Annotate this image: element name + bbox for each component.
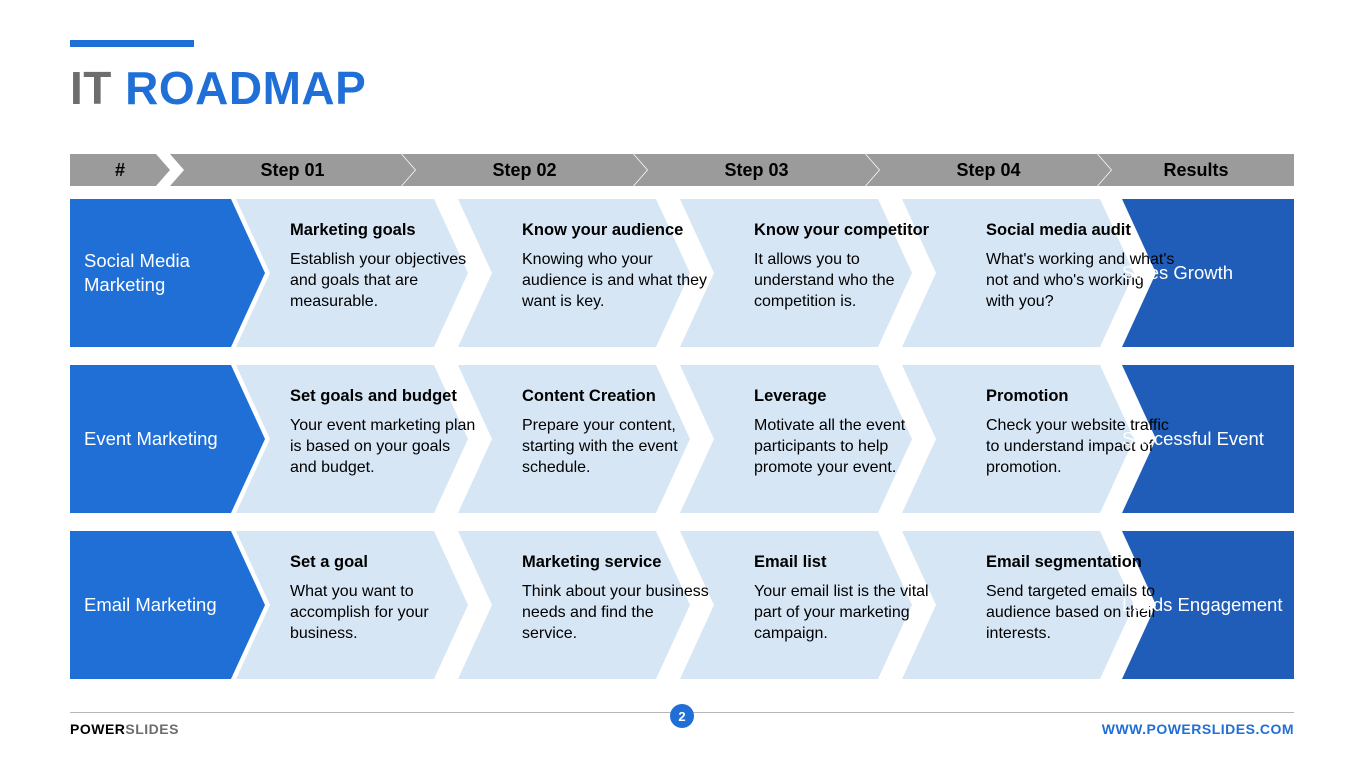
roadmap-row: Email Marketing Set a goal What you want … — [70, 531, 1294, 679]
roadmap-row: Social Media Marketing Marketing goals Es… — [70, 199, 1294, 347]
title-accent-bar — [70, 40, 194, 47]
header-step-2-label: Step 02 — [402, 154, 647, 186]
cell-title: Marketing goals — [290, 221, 480, 240]
cell-title: Content Creation — [522, 387, 712, 406]
footer-brand-2: SLIDES — [125, 721, 179, 737]
page-number-badge: 2 — [670, 704, 694, 728]
header-step-3-label: Step 03 — [634, 154, 879, 186]
title-part-1: IT — [70, 62, 125, 114]
cell-title: Set a goal — [290, 553, 480, 572]
cell-desc: Your event marketing plan is based on yo… — [290, 415, 480, 478]
cell-desc: Prepare your content, starting with the … — [522, 415, 712, 478]
row-cell: Leverage Motivate all the event particip… — [754, 365, 944, 513]
cell-title: Marketing service — [522, 553, 712, 572]
footer-brand: POWERSLIDES — [70, 721, 179, 737]
row-cell: Email list Your email list is the vital … — [754, 531, 944, 679]
header-step-1: Step 01 — [170, 154, 415, 186]
header-step-2: Step 02 — [402, 154, 647, 186]
footer-url: WWW.POWERSLIDES.COM — [1102, 721, 1294, 737]
title-part-2: ROADMAP — [125, 62, 366, 114]
row-result: Leads Engagement — [1122, 531, 1294, 679]
cell-desc: Your email list is the vital part of you… — [754, 581, 944, 644]
slide-title: IT ROADMAP — [70, 61, 366, 115]
page-number: 2 — [678, 709, 685, 724]
header-hash: # — [70, 154, 170, 186]
cell-desc: Think about your business needs and find… — [522, 581, 712, 644]
cell-desc: It allows you to understand who the comp… — [754, 249, 944, 312]
row-cell: Content Creation Prepare your content, s… — [522, 365, 712, 513]
slide: IT ROADMAP # Step 01 Step 02 Step 03 Ste… — [7, 7, 1357, 760]
cell-title: Know your audience — [522, 221, 712, 240]
row-cell: Marketing goals Establish your objective… — [290, 199, 480, 347]
cell-title: Email list — [754, 553, 944, 572]
row-cell: Know your competitor It allows you to un… — [754, 199, 944, 347]
cell-title: Know your competitor — [754, 221, 944, 240]
footer-brand-1: POWER — [70, 721, 125, 737]
cell-title: Set goals and budget — [290, 387, 480, 406]
row-category: Email Marketing — [84, 531, 226, 679]
row-result: Sales Growth — [1122, 199, 1294, 347]
cell-desc: Motivate all the event participants to h… — [754, 415, 944, 478]
header-results-label: Results — [1098, 154, 1294, 186]
cell-desc: What you want to accomplish for your bus… — [290, 581, 480, 644]
cell-desc: Knowing who your audience is and what th… — [522, 249, 712, 312]
header-step-3: Step 03 — [634, 154, 879, 186]
header-step-4-label: Step 04 — [866, 154, 1111, 186]
row-cell: Set goals and budget Your event marketin… — [290, 365, 480, 513]
cell-title: Leverage — [754, 387, 944, 406]
header-results: Results — [1098, 154, 1294, 186]
roadmap-row: Event Marketing Set goals and budget Your… — [70, 365, 1294, 513]
header-step-4: Step 04 — [866, 154, 1111, 186]
row-cell: Marketing service Think about your busin… — [522, 531, 712, 679]
cell-desc: Establish your objectives and goals that… — [290, 249, 480, 312]
row-result: Successful Event — [1122, 365, 1294, 513]
row-category: Social Media Marketing — [84, 199, 226, 347]
header-hash-label: # — [70, 154, 170, 186]
header-step-1-label: Step 01 — [170, 154, 415, 186]
row-cell: Set a goal What you want to accomplish f… — [290, 531, 480, 679]
row-cell: Know your audience Knowing who your audi… — [522, 199, 712, 347]
row-category: Event Marketing — [84, 365, 226, 513]
